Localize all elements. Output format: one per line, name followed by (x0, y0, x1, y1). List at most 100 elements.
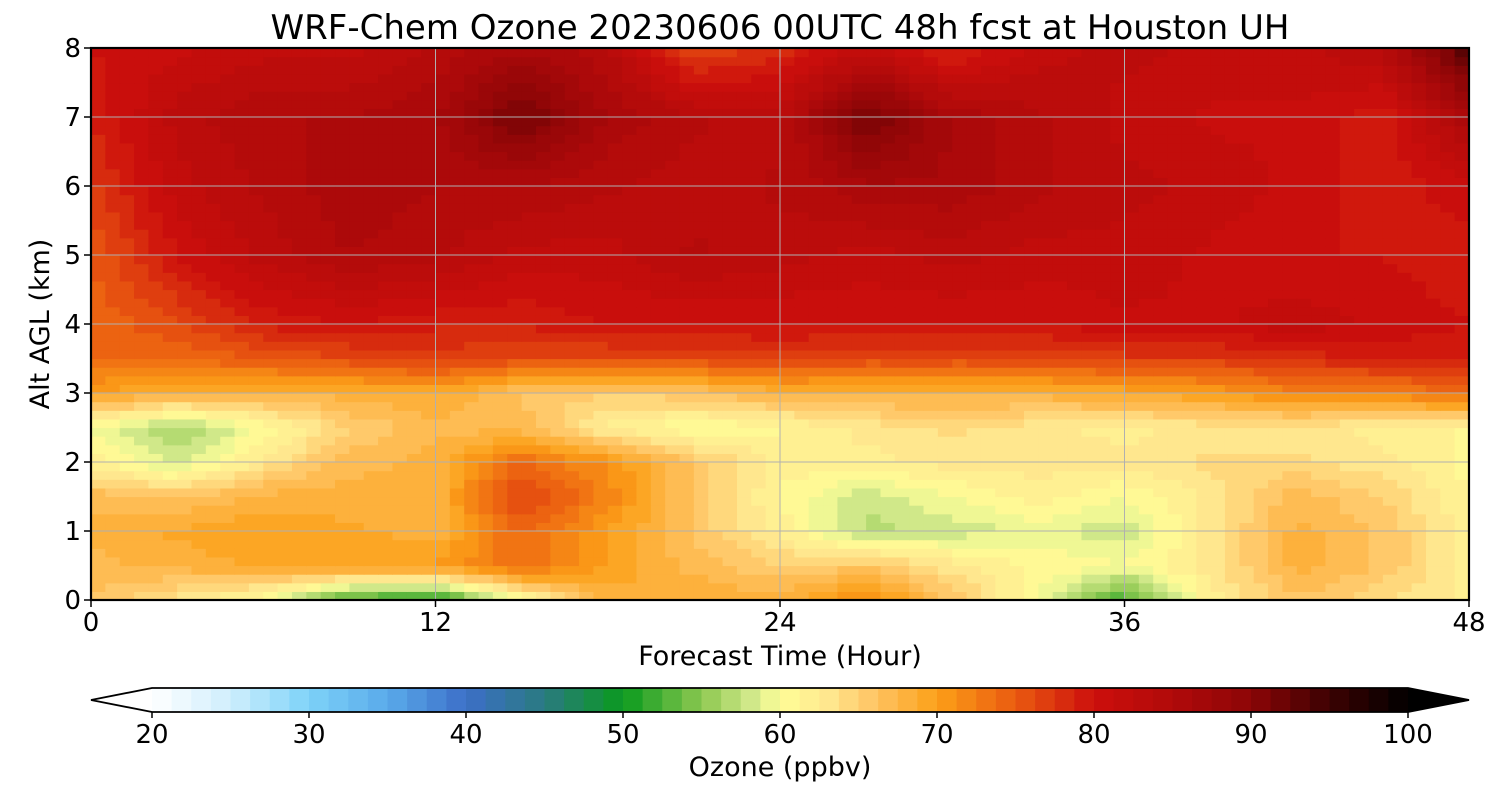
ozone-cell (1038, 211, 1054, 222)
ozone-cell (1067, 556, 1083, 567)
ozone-cell (363, 160, 379, 170)
ozone-cell (564, 168, 580, 178)
ozone-cell (521, 462, 537, 472)
ozone-cell (234, 393, 250, 403)
ozone-cell (234, 367, 250, 377)
ozone-cell (119, 591, 135, 600)
ozone-cell (177, 591, 193, 600)
ozone-cell (421, 272, 437, 282)
ozone-cell (693, 582, 709, 592)
ozone-cell (507, 160, 523, 170)
ozone-cell (650, 462, 666, 472)
ozone-cell (421, 565, 437, 575)
ozone-cell (1397, 574, 1413, 584)
ozone-cell (1296, 548, 1312, 558)
ozone-cell (722, 522, 738, 532)
ozone-cell (808, 479, 824, 489)
ozone-cell (1038, 151, 1054, 161)
ozone-cell (521, 220, 537, 230)
ozone-cell (751, 436, 767, 446)
ozone-cell (693, 470, 709, 480)
ozone-cell (966, 349, 982, 360)
ozone-cell (1296, 349, 1312, 360)
ozone-cell (1411, 531, 1427, 541)
ozone-cell (937, 194, 953, 204)
ozone-cell (335, 531, 350, 541)
ozone-cell (177, 513, 193, 523)
ozone-cell (220, 203, 236, 213)
ozone-cell (148, 263, 164, 273)
ozone-cell (1339, 427, 1355, 437)
ozone-cell (564, 496, 580, 506)
ozone-cell (1311, 341, 1327, 351)
ozone-cell (966, 229, 982, 239)
ozone-cell (1268, 418, 1283, 429)
ozone-cell (607, 565, 623, 575)
ozone-cell (679, 487, 695, 498)
ozone-cell (435, 151, 451, 161)
ozone-cell (1095, 384, 1111, 394)
ozone-cell (966, 401, 982, 411)
ozone-cell (765, 255, 781, 265)
ozone-cell (464, 375, 480, 385)
ozone-cell (492, 393, 508, 403)
ozone-cell (449, 427, 465, 437)
ozone-cell (320, 436, 336, 446)
ozone-cell (91, 142, 106, 153)
ozone-cell (1239, 272, 1255, 282)
ozone-cell (1009, 470, 1025, 480)
ozone-cell (306, 462, 322, 472)
ozone-cell (205, 160, 221, 170)
ozone-cell (636, 186, 652, 196)
ozone-cell (291, 418, 307, 429)
ozone-cell (1282, 574, 1298, 584)
ozone-cell (1311, 418, 1327, 429)
ozone-cell (320, 255, 336, 265)
ozone-cell (1239, 289, 1255, 299)
ozone-cell (1124, 548, 1140, 558)
ozone-cell (291, 505, 307, 515)
ozone-cell (1253, 203, 1269, 213)
ozone-cell (751, 539, 767, 549)
ozone-cell (808, 427, 824, 437)
ozone-cell (808, 453, 824, 463)
ozone-cell (765, 565, 781, 575)
ozone-cell (665, 263, 681, 273)
ozone-cell (478, 496, 494, 506)
ozone-cell (1253, 358, 1269, 368)
ozone-cell (550, 255, 566, 265)
ozone-cell (1210, 367, 1226, 377)
ozone-cell (291, 539, 307, 549)
ozone-cell (1440, 168, 1456, 178)
ozone-cell (894, 237, 910, 247)
ozone-cell (751, 203, 767, 213)
ozone-cell (665, 324, 681, 334)
ozone-cell (1224, 168, 1240, 178)
ozone-cell (392, 280, 408, 291)
ozone-cell (708, 237, 724, 247)
ozone-cell (1081, 496, 1097, 506)
ozone-cell (995, 220, 1011, 230)
ozone-cell (1095, 177, 1111, 187)
ozone-cell (119, 444, 135, 454)
ozone-cell (335, 272, 350, 282)
ozone-cell (765, 410, 781, 420)
ozone-cell (1382, 220, 1398, 230)
ozone-cell (406, 548, 422, 558)
ozone-cell (320, 574, 336, 584)
ozone-cell (162, 531, 178, 541)
ozone-cell (492, 462, 508, 472)
ozone-cell (607, 298, 623, 308)
ozone-cell (406, 280, 422, 291)
ozone-cell (435, 513, 451, 523)
ozone-cell (492, 384, 508, 394)
ozone-cell (363, 393, 379, 403)
ozone-cell (248, 496, 264, 506)
ozone-cell (492, 272, 508, 282)
ozone-cell (966, 341, 982, 351)
ozone-cell (952, 427, 968, 437)
ozone-cell (636, 479, 652, 489)
ozone-cell (349, 565, 365, 575)
ozone-cell (449, 401, 465, 411)
ozone-cell (708, 341, 724, 351)
